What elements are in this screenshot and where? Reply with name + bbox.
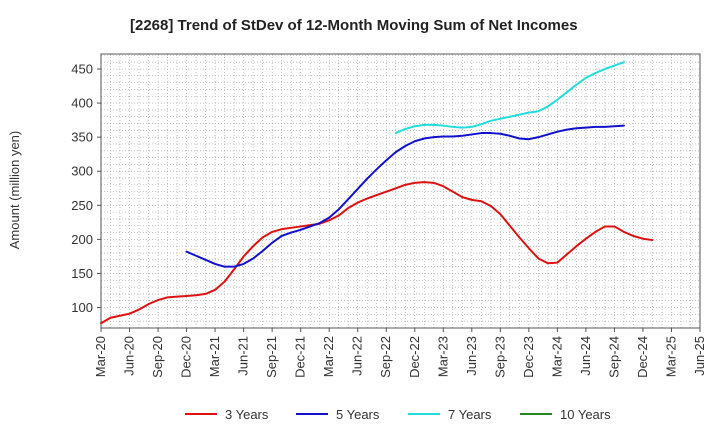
series-line-5-years	[185, 124, 625, 268]
legend-item: 5 Years	[296, 407, 380, 422]
series-line-7-years	[394, 61, 625, 135]
y-tick-label: 150	[71, 266, 93, 281]
x-tick-label: Jun-22	[350, 336, 365, 376]
x-tick-label: Mar-23	[435, 336, 450, 377]
legend-label: 5 Years	[336, 407, 380, 422]
series-lines	[100, 61, 654, 325]
legend-label: 10 Years	[560, 407, 611, 422]
x-tick-label: Sep-20	[150, 336, 165, 378]
x-tick-label: Jun-20	[122, 336, 137, 376]
x-tick-label: Dec-21	[293, 336, 308, 378]
x-tick-label: Jun-21	[236, 336, 251, 376]
x-tick-label: Dec-23	[521, 336, 536, 378]
y-tick-label: 100	[71, 300, 93, 315]
legend-item: 10 Years	[520, 407, 611, 422]
x-tick-label: Sep-23	[492, 336, 507, 378]
x-tick-label: Mar-21	[207, 336, 222, 377]
x-tick-label: Dec-22	[407, 336, 422, 378]
y-tick-label: 400	[71, 96, 93, 111]
legend-item: 7 Years	[408, 407, 492, 422]
y-tick-label: 350	[71, 130, 93, 145]
legend-label: 3 Years	[225, 407, 269, 422]
y-tick-label: 200	[71, 232, 93, 247]
legend-item: 3 Years	[185, 407, 269, 422]
y-axis-label: Amount (million yen)	[7, 131, 22, 250]
chart-title: [2268] Trend of StDev of 12-Month Moving…	[130, 17, 578, 34]
legend: 3 Years 5 Years 7 Years 10 Years	[185, 407, 611, 422]
grid-lines	[100, 54, 701, 328]
x-tick-label: Dec-20	[179, 336, 194, 378]
x-tick-label: Sep-22	[378, 336, 393, 378]
x-tick-label: Dec-24	[635, 336, 650, 378]
legend-label: 7 Years	[448, 407, 492, 422]
x-tick-label: Sep-24	[606, 336, 621, 378]
x-tick-label: Mar-22	[321, 336, 336, 377]
plot-area	[100, 53, 701, 329]
x-tick-label: Mar-24	[549, 336, 564, 377]
x-tick-label: Jun-24	[578, 336, 593, 376]
x-axis-ticks: Mar-20 Jun-20 Sep-20 Dec-20 Mar-21 Jun-21 Sep-…	[93, 328, 707, 378]
y-tick-label: 450	[71, 61, 93, 76]
x-tick-label: Sep-21	[264, 336, 279, 378]
y-axis-ticks: 100 150 200 250 300 350 400 450	[71, 61, 101, 315]
x-tick-label: Jun-23	[464, 336, 479, 376]
x-tick-label: Mar-20	[93, 336, 108, 377]
x-tick-label: Mar-25	[663, 336, 678, 377]
y-tick-label: 250	[71, 198, 93, 213]
x-tick-label: Jun-25	[692, 336, 707, 376]
series-line-3-years	[100, 181, 654, 325]
y-tick-label: 300	[71, 164, 93, 179]
